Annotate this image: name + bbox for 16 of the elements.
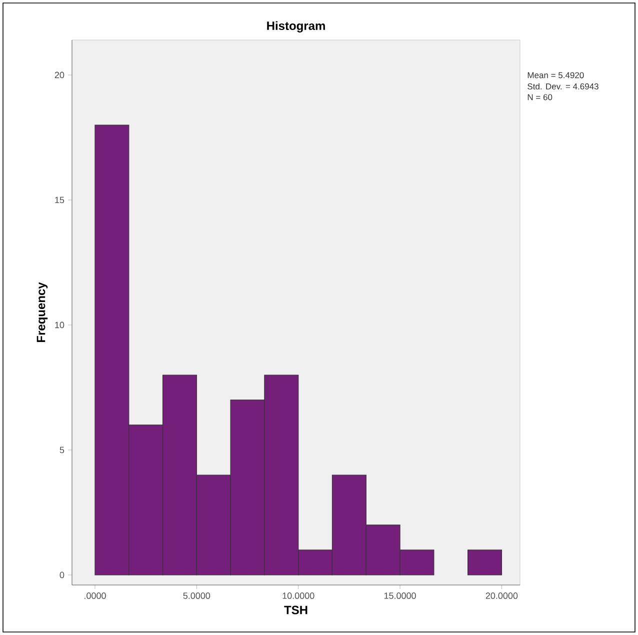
y-tick-label: 0 [60,572,64,578]
text: Std. Dev. = 4.6943 [528,83,598,90]
y-axis-title: Frequency [36,282,48,342]
y-tick-label: 15 [55,196,64,204]
text: Mean = 5.4920 [528,72,584,78]
x-tick-label: 20.0000 [486,592,518,599]
y-tick-label: 10 [55,322,64,328]
y-tick-label: 20 [54,72,64,78]
x-tick-label: 15.0000 [384,592,416,599]
chart-title: Histogram [267,21,325,32]
x-axis-title: TSH [284,606,308,614]
y-tick-label: 5 [60,446,64,454]
text: N = 60 [528,94,552,100]
x-tick-label: 10.0000 [282,592,314,599]
x-tick-label: .0000 [84,592,106,599]
x-tick-label: 5.0000 [183,592,210,599]
